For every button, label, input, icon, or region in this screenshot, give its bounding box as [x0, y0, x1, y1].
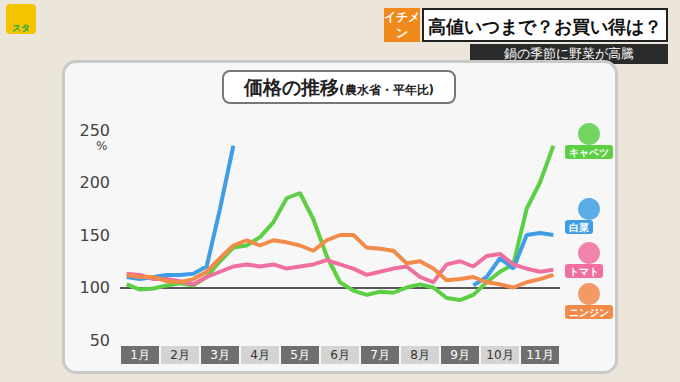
svg-text:2月: 2月	[170, 348, 190, 362]
svg-text:11月: 11月	[526, 348, 553, 362]
html-text:価格の推移(農水省・平年比): 価格の推移(農水省・平年比)	[244, 76, 434, 98]
svg-text:%: %	[96, 139, 107, 153]
svg-text:4月: 4月	[250, 348, 270, 362]
html-text:高値いつまで？お買い得は？: 高値いつまで？お買い得は？	[428, 16, 662, 37]
svg-text:9月: 9月	[450, 348, 470, 362]
svg-text:10月: 10月	[486, 348, 513, 362]
svg-text:200: 200	[79, 173, 110, 192]
svg-text:150: 150	[79, 226, 110, 245]
svg-text:8月: 8月	[410, 348, 430, 362]
svg-text:キャベツ: キャベツ	[569, 147, 609, 158]
svg-text:50: 50	[90, 331, 110, 350]
svg-text:5月: 5月	[290, 348, 310, 362]
html-text:鍋の季節に野菜が高騰: 鍋の季節に野菜が高騰	[504, 46, 634, 61]
svg-text:ニンジン: ニンジン	[569, 307, 609, 318]
svg-text:トマト: トマト	[569, 266, 599, 277]
svg-text:6月: 6月	[330, 348, 350, 362]
svg-text:3月: 3月	[210, 348, 230, 362]
svg-text:250: 250	[79, 121, 110, 140]
html-text:スタ: スタ	[12, 23, 30, 33]
svg-text:1月: 1月	[130, 348, 150, 362]
html-text:イチメン: イチメン	[384, 10, 420, 40]
svg-text:100: 100	[79, 278, 110, 297]
svg-text:7月: 7月	[370, 348, 390, 362]
svg-text:白菜: 白菜	[569, 222, 589, 233]
